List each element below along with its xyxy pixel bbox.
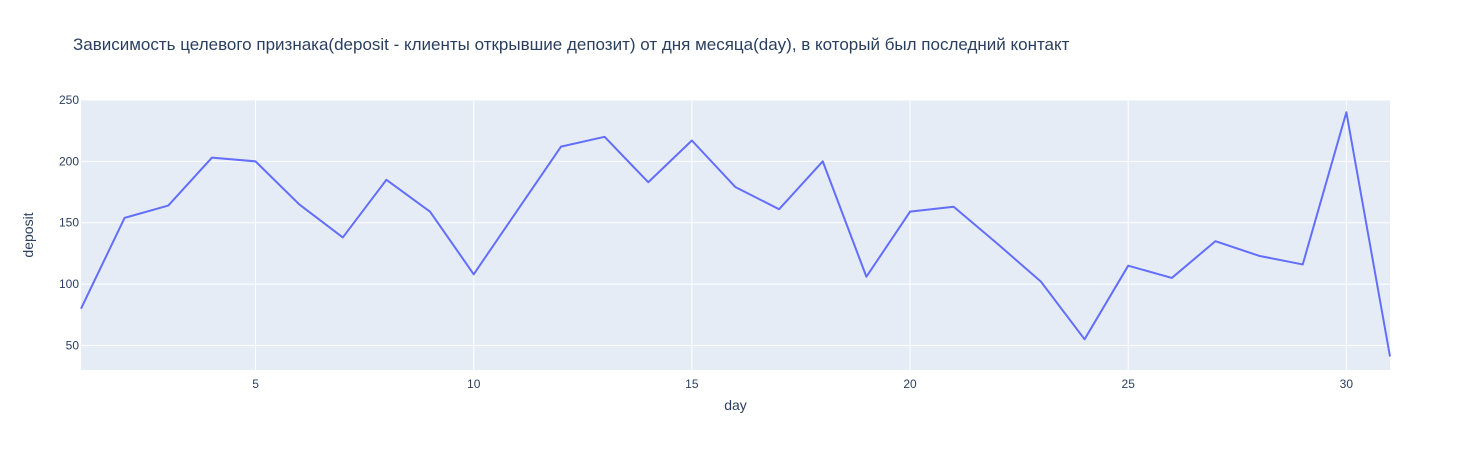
data-point[interactable] (209, 155, 215, 161)
y-tick-label: 250 (59, 93, 79, 107)
series-line (80, 111, 1391, 357)
series-layer (78, 109, 1393, 360)
x-axis-label: day (724, 397, 747, 413)
data-point[interactable] (733, 184, 739, 190)
data-point[interactable] (78, 306, 84, 312)
x-tick-label: 15 (685, 377, 699, 391)
data-point[interactable] (863, 274, 869, 280)
data-point[interactable] (689, 138, 695, 144)
data-point[interactable] (340, 234, 346, 240)
data-point[interactable] (383, 177, 389, 183)
data-point[interactable] (776, 206, 782, 212)
grid-layer (81, 99, 1390, 370)
y-tick-label: 100 (59, 277, 79, 291)
data-point[interactable] (1387, 354, 1393, 360)
data-point[interactable] (558, 144, 564, 150)
data-point[interactable] (951, 204, 957, 210)
data-point[interactable] (602, 134, 608, 140)
data-point[interactable] (165, 203, 171, 209)
data-point[interactable] (1169, 275, 1175, 281)
x-tick-label: 25 (1122, 377, 1136, 391)
y-axis-ticks: 50 100 150 200 250 (59, 93, 79, 352)
data-point[interactable] (471, 271, 477, 277)
data-point[interactable] (122, 215, 128, 221)
data-point[interactable] (1256, 253, 1262, 259)
data-point[interactable] (1212, 238, 1218, 244)
x-tick-label: 30 (1340, 377, 1354, 391)
x-tick-label: 10 (467, 377, 481, 391)
data-point[interactable] (994, 241, 1000, 247)
x-tick-label: 5 (252, 377, 259, 391)
data-point[interactable] (1300, 261, 1306, 267)
data-point[interactable] (1038, 279, 1044, 285)
y-tick-label: 50 (66, 338, 80, 352)
data-point[interactable] (296, 201, 302, 207)
chart-title: Зависимость целевого признака(deposit - … (73, 35, 1070, 54)
x-tick-label: 20 (903, 377, 917, 391)
y-tick-label: 200 (59, 154, 79, 168)
data-point[interactable] (820, 158, 826, 164)
plot-area (81, 100, 1390, 370)
data-point[interactable] (514, 207, 520, 213)
data-point[interactable] (1343, 109, 1349, 115)
data-point[interactable] (907, 209, 913, 215)
data-point[interactable] (645, 179, 651, 185)
data-point[interactable] (1125, 263, 1131, 269)
data-point[interactable] (1082, 336, 1088, 342)
x-axis-ticks: 5 10 15 20 25 30 (252, 377, 1353, 391)
data-point[interactable] (253, 158, 259, 164)
data-point[interactable] (427, 209, 433, 215)
y-axis-label: deposit (20, 212, 36, 257)
y-tick-label: 150 (59, 216, 79, 230)
